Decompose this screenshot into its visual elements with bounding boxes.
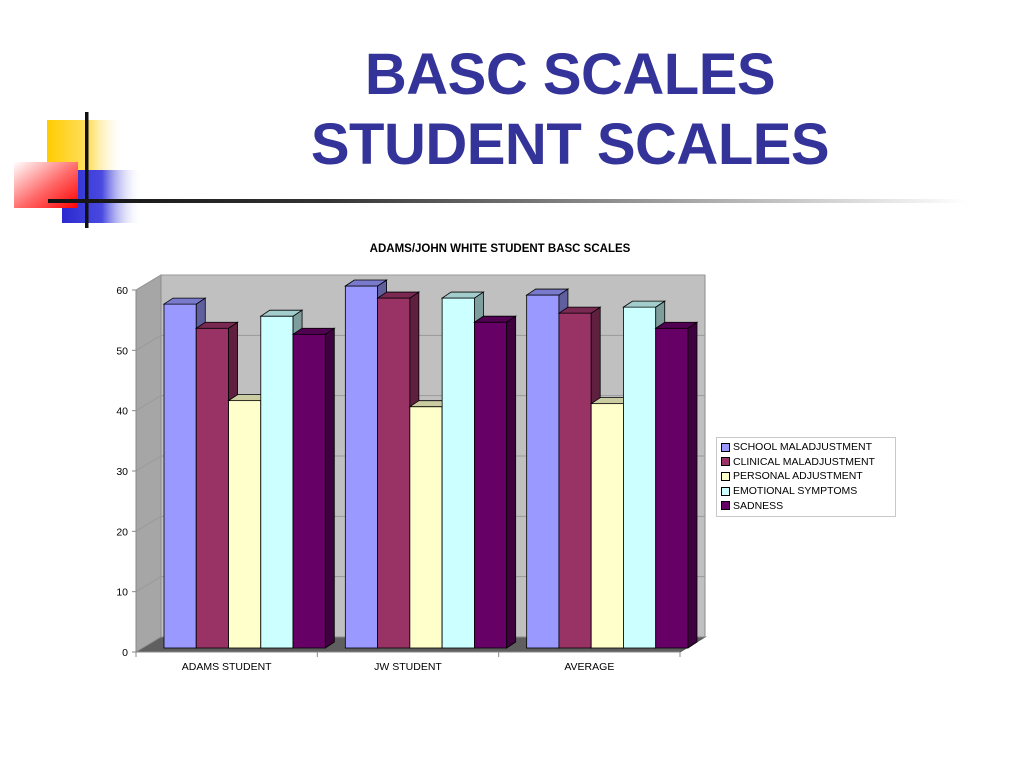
bar-side	[506, 315, 517, 649]
gridline	[135, 515, 162, 532]
horizontal-rule	[48, 199, 968, 203]
y-tick-label: 10	[116, 587, 128, 599]
bar-top	[654, 321, 699, 329]
legend-item: EMOTIONAL SYMPTOMS	[721, 484, 895, 499]
bar	[344, 285, 379, 649]
gridline	[135, 334, 162, 351]
bar-top	[291, 327, 336, 335]
basc-bar-chart: ADAMS/JOHN WHITE STUDENT BASC SCALES 0 10 2…	[116, 243, 707, 673]
slide-title-line-2: STUDENT SCALES	[310, 112, 830, 177]
legend-swatch	[721, 457, 730, 467]
bar	[655, 327, 689, 649]
bar	[409, 406, 443, 649]
legend-item: CLINICAL MALADJUSTMENT	[721, 455, 895, 470]
vertical-rule	[85, 112, 89, 228]
bar-top	[557, 306, 602, 314]
bar	[590, 403, 624, 649]
bar	[260, 315, 294, 649]
bar-top	[473, 315, 517, 323]
bar-top	[344, 279, 388, 287]
bar	[441, 297, 475, 649]
legend-item: SADNESS	[721, 498, 895, 513]
bar	[623, 306, 657, 649]
slide-title-line-1: BASC SCALES	[364, 42, 776, 107]
bar	[526, 294, 560, 649]
legend-swatch	[721, 442, 730, 452]
y-tick-label: 30	[116, 466, 128, 478]
bar-top	[622, 300, 667, 308]
gridline	[135, 395, 162, 412]
gridline	[135, 455, 162, 472]
y-tick-label: 20	[116, 526, 128, 538]
x-tick-label: ADAMS STUDENT	[182, 661, 272, 673]
legend-item: SCHOOL MALADJUSTMENT	[721, 440, 895, 455]
y-tick-label: 60	[116, 285, 128, 297]
legend-item: PERSONAL ADJUSTMENT	[721, 469, 895, 484]
bar-top	[162, 297, 207, 305]
legend-label: SCHOOL MALADJUSTMENT	[733, 441, 873, 454]
bar	[195, 327, 229, 649]
y-tick-label: 0	[122, 647, 128, 659]
x-tick-label: AVERAGE	[564, 661, 614, 673]
legend-label: CLINICAL MALADJUSTMENT	[733, 455, 875, 468]
bar	[228, 400, 262, 649]
chart-title: ADAMS/JOHN WHITE STUDENT BASC SCALES	[370, 243, 631, 255]
x-tick-label: JW STUDENT	[374, 661, 442, 673]
chart-legend: SCHOOL MALADJUSTMENT CLINICAL MALADJUSTME…	[716, 437, 896, 517]
bar	[558, 312, 592, 649]
slide-title: BASC SCALES STUDENT SCALES	[250, 40, 890, 180]
bar-top	[525, 288, 570, 296]
bar	[377, 297, 411, 649]
gridline	[135, 576, 162, 593]
y-tick-label: 40	[116, 406, 128, 418]
bar-side	[687, 321, 698, 649]
bar	[473, 321, 508, 649]
legend-swatch	[721, 486, 730, 496]
bar-top	[440, 291, 485, 299]
bar-side	[324, 327, 335, 649]
legend-swatch	[721, 471, 730, 481]
title-decoration	[14, 112, 968, 228]
bar	[292, 333, 326, 649]
bar-top	[259, 309, 304, 317]
bar	[163, 303, 197, 649]
legend-label: PERSONAL ADJUSTMENT	[733, 470, 863, 483]
legend-swatch	[721, 501, 730, 511]
legend-label: EMOTIONAL SYMPTOMS	[733, 485, 858, 498]
gridline	[135, 274, 162, 291]
bar-top	[376, 291, 421, 299]
legend-label: SADNESS	[733, 499, 784, 512]
y-tick-label: 50	[116, 345, 128, 357]
bar-top	[194, 321, 239, 329]
